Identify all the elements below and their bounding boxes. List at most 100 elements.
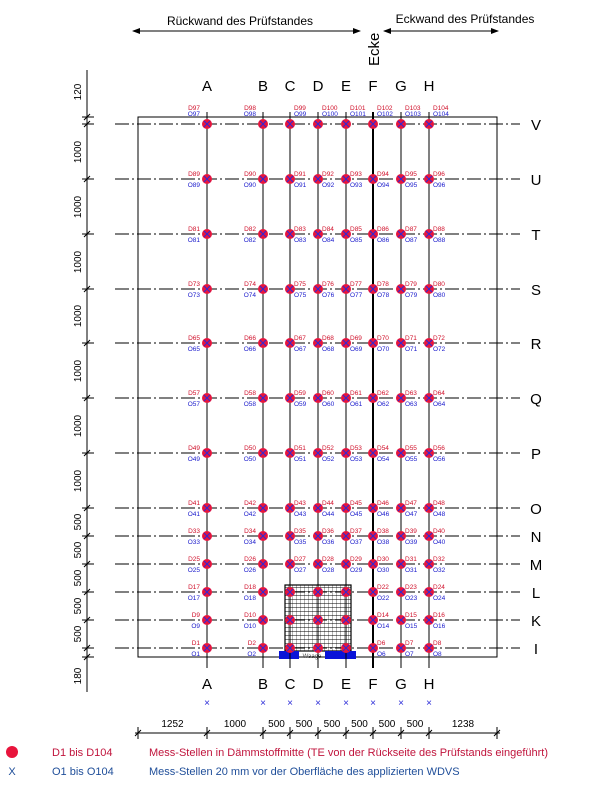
column-label-top: A <box>202 78 212 95</box>
measurement-point-58 <box>258 393 268 403</box>
measurement-point-1 <box>202 643 212 653</box>
o-label: O32 <box>433 567 446 574</box>
d-label: D70 <box>377 335 389 342</box>
dimension-tick <box>82 532 94 540</box>
o-label: O63 <box>405 401 418 408</box>
vertical-dimension-label: 1000 <box>73 250 84 273</box>
measurement-points: D1 O1 D2 O2 D6 O6 D7 O7 D8 O8 D9 O9 D10 O10 D14 O14 D15 O… <box>188 105 450 658</box>
row-label: T <box>531 227 540 244</box>
row-label: K <box>531 613 541 630</box>
measurement-point-26 <box>258 559 268 569</box>
o-point-icon <box>259 285 267 293</box>
dimension-tick <box>82 449 94 457</box>
measurement-point-29 <box>341 559 351 569</box>
o-label: O82 <box>244 237 257 244</box>
measurement-point-14 <box>368 615 378 625</box>
o-point-icon <box>259 449 267 457</box>
o-label: O7 <box>405 651 414 658</box>
o-point-icon <box>314 230 322 238</box>
o-point-icon <box>369 285 377 293</box>
o-point-icon <box>397 230 405 238</box>
o-label: O17 <box>188 595 201 602</box>
legend-range: O1 bis O104 <box>52 766 114 778</box>
measurement-point-59 <box>285 393 295 403</box>
d-label: D53 <box>350 445 362 452</box>
o-point-icon <box>342 532 350 540</box>
dimension-tick <box>259 727 267 739</box>
o-label: O99 <box>294 111 307 118</box>
dimension-tick <box>82 113 94 121</box>
measurement-point-39 <box>396 531 406 541</box>
o-point-icon <box>314 175 322 183</box>
measurement-point-13 <box>341 615 351 625</box>
d-label: D66 <box>244 335 256 342</box>
d-label: D96 <box>433 171 445 178</box>
vertical-dimension-label: 500 <box>73 625 84 642</box>
legend-d-icon <box>6 746 18 758</box>
d-label: D81 <box>188 226 200 233</box>
measurement-point-66 <box>258 338 268 348</box>
measurement-point-55 <box>396 448 406 458</box>
o-label: O98 <box>244 111 257 118</box>
horizontal-dimension-label: 500 <box>379 719 396 730</box>
o-point-icon <box>203 175 211 183</box>
o-mark-bottom: × <box>370 698 376 709</box>
o-label: O76 <box>322 292 335 299</box>
o-label: O38 <box>377 539 390 546</box>
column-label-bottom: C <box>285 676 296 693</box>
o-label: O22 <box>377 595 390 602</box>
measurement-point-35 <box>285 531 295 541</box>
o-label: O53 <box>350 456 363 463</box>
o-point-icon <box>425 449 433 457</box>
d-label: D25 <box>188 556 200 563</box>
o-label: O73 <box>188 292 201 299</box>
d-label: D97 <box>188 105 200 112</box>
o-point-icon <box>397 616 405 624</box>
o-label: O93 <box>350 182 363 189</box>
o-point-icon <box>425 230 433 238</box>
o-label: O64 <box>433 401 446 408</box>
o-point-icon <box>397 120 405 128</box>
d-label: D40 <box>433 528 445 535</box>
o-point-icon <box>259 120 267 128</box>
measurement-point-8 <box>424 643 434 653</box>
o-point-icon <box>314 504 322 512</box>
o-point-icon <box>425 504 433 512</box>
column-label-top: C <box>285 78 296 95</box>
o-label: O39 <box>405 539 418 546</box>
o-point-icon <box>286 588 294 596</box>
d-label: D15 <box>405 612 417 619</box>
o-point-icon <box>369 449 377 457</box>
d-label: D80 <box>433 281 445 288</box>
measurement-point-63 <box>396 393 406 403</box>
measurement-point-85 <box>341 229 351 239</box>
measurement-point-11 <box>285 615 295 625</box>
d-label: D78 <box>377 281 389 288</box>
o-label: O89 <box>188 182 201 189</box>
measurement-point-18 <box>258 587 268 597</box>
d-label: D49 <box>188 445 200 452</box>
o-point-icon <box>369 532 377 540</box>
o-label: O43 <box>294 511 307 518</box>
o-point-icon <box>397 175 405 183</box>
o-label: O92 <box>322 182 335 189</box>
column-label-bottom: F <box>368 676 377 693</box>
o-label: O47 <box>405 511 418 518</box>
d-label: D59 <box>294 390 306 397</box>
d-label: D103 <box>405 105 421 112</box>
o-label: O46 <box>377 511 390 518</box>
o-label: O23 <box>405 595 418 602</box>
o-point-icon <box>286 394 294 402</box>
o-label: O14 <box>377 623 390 630</box>
d-label: D100 <box>322 105 338 112</box>
o-point-icon <box>286 230 294 238</box>
horizontal-dimension-label: 500 <box>407 719 424 730</box>
measurement-point-83 <box>285 229 295 239</box>
column-label-top: D <box>313 78 324 95</box>
o-label: O66 <box>244 346 257 353</box>
column-label-top: H <box>424 78 435 95</box>
measurement-point-101 <box>341 119 351 129</box>
o-point-icon <box>397 644 405 652</box>
measurement-point-90 <box>258 174 268 184</box>
o-label: O91 <box>294 182 307 189</box>
